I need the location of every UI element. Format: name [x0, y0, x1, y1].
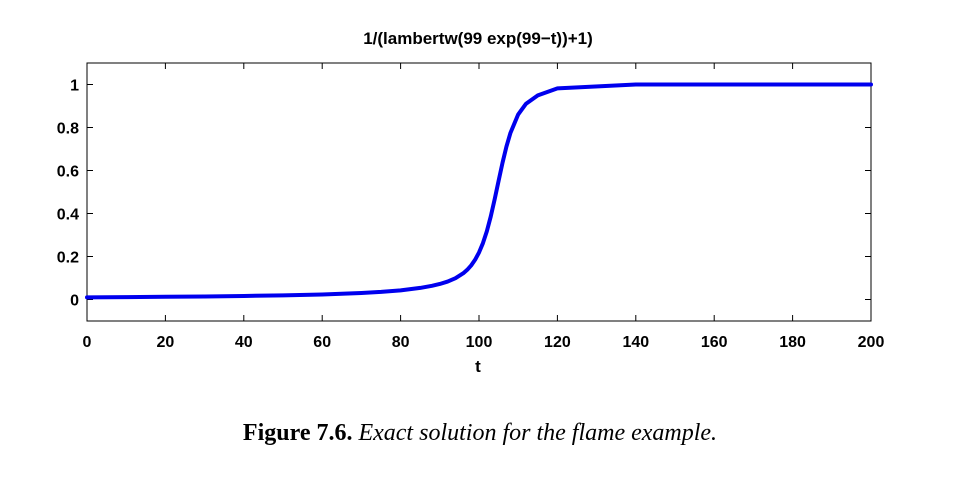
plot: 1/(lambertw(99 exp(99−t))+1) 00.20.40.60… [57, 29, 885, 376]
y-tick-label: 0.8 [57, 121, 79, 138]
x-tick-label: 140 [622, 334, 649, 351]
x-tick-label: 0 [83, 334, 92, 351]
figure-caption: Figure 7.6. Exact solution for the flame… [0, 420, 960, 447]
x-tick-label: 200 [858, 334, 885, 351]
x-tick-label: 60 [313, 334, 331, 351]
x-tick-label: 40 [235, 334, 253, 351]
x-tick-label: 160 [701, 334, 728, 351]
y-tick-label: 0.2 [57, 250, 79, 267]
x-tick-label: 100 [466, 334, 493, 351]
y-tick-label: 1 [70, 78, 79, 95]
series-line [85, 82, 873, 300]
y-tick-label: 0.4 [57, 207, 79, 224]
tick-marks [86, 63, 872, 321]
x-tick-label: 80 [392, 334, 410, 351]
y-tick-label: 0 [70, 293, 79, 310]
series-group [85, 82, 873, 300]
x-axis-label: t [475, 357, 481, 376]
chart-title: 1/(lambertw(99 exp(99−t))+1) [363, 29, 593, 48]
x-tick-label: 20 [157, 334, 175, 351]
y-tick-label: 0.6 [57, 164, 79, 181]
caption-label: Figure 7.6. [242, 420, 353, 446]
plot-frame [86, 62, 872, 322]
x-tick-label: 180 [779, 334, 806, 351]
y-tick-labels: 0 0.2 0.4 0.6 0.8 1 [57, 78, 79, 310]
x-tick-label: 120 [544, 334, 571, 351]
caption-text: Exact solution for the flame example. [358, 420, 718, 446]
x-tick-labels: 0 20 40 60 80 100 120 140 160 180 200 [83, 334, 885, 351]
